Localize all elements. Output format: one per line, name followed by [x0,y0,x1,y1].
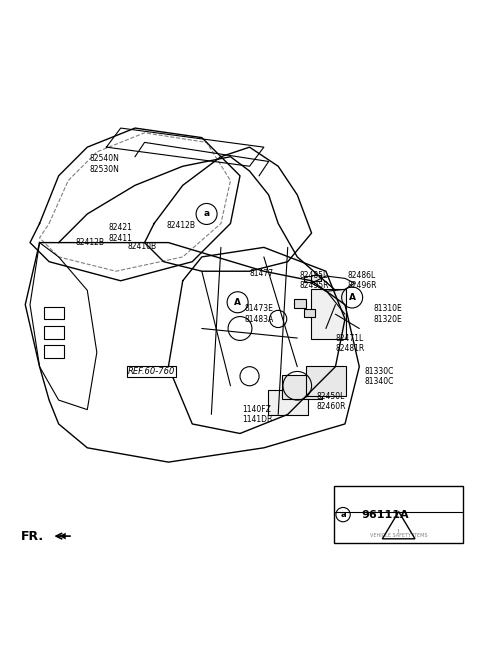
FancyBboxPatch shape [294,300,306,307]
Text: FR.: FR. [21,530,44,543]
Text: 1140FZ
1141DB: 1140FZ 1141DB [242,405,273,424]
FancyBboxPatch shape [311,289,346,339]
Text: 82412B: 82412B [166,221,195,231]
FancyBboxPatch shape [335,486,463,543]
Text: A: A [348,293,356,302]
Text: a: a [204,210,210,219]
Text: 82471L
82481R: 82471L 82481R [336,334,365,353]
Text: VEHICLE SAFETY ITEMS: VEHICLE SAFETY ITEMS [370,533,427,538]
FancyBboxPatch shape [282,375,322,399]
FancyBboxPatch shape [306,366,346,396]
Text: 82485L
82495R: 82485L 82495R [300,271,329,290]
Text: a: a [340,510,346,519]
FancyBboxPatch shape [311,275,321,281]
Text: A: A [234,298,241,307]
FancyBboxPatch shape [304,275,313,283]
Text: 82412B: 82412B [75,238,104,247]
Text: !: ! [397,529,400,535]
Text: 82540N
82530N: 82540N 82530N [90,154,120,173]
Text: 81310E
81320E: 81310E 81320E [373,304,402,324]
FancyBboxPatch shape [304,309,315,317]
Text: 82421
82411: 82421 82411 [109,223,132,242]
Text: 82450L
82460R: 82450L 82460R [316,392,346,411]
Text: 82410B: 82410B [128,242,157,251]
Text: 96111A: 96111A [362,510,409,520]
Text: 81473E
81483A: 81473E 81483A [245,304,274,324]
Text: 81477: 81477 [250,269,274,278]
Text: 82486L
82496R: 82486L 82496R [348,271,377,290]
FancyBboxPatch shape [268,390,308,415]
Text: 81330C
81340C: 81330C 81340C [364,367,394,386]
Text: REF.60-760: REF.60-760 [128,367,175,376]
